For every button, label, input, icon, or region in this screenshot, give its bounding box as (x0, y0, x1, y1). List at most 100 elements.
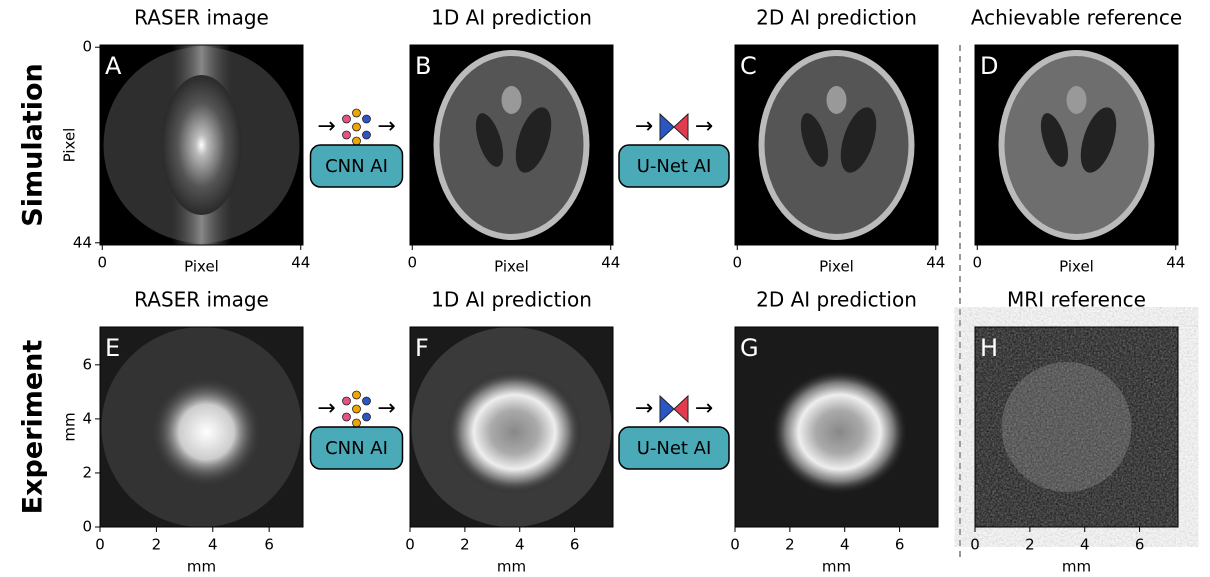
x-tick-label: 44 (601, 254, 620, 272)
x-axis-label: Pixel (184, 258, 219, 276)
model-label: CNN AI (325, 438, 388, 459)
x-tick-label: 0 (970, 536, 980, 554)
panel-letter: A (105, 52, 122, 80)
x-tick-label: 6 (1135, 536, 1145, 554)
arrow: → (377, 396, 395, 421)
panel: Achievable reference D 0 44 Pixel (971, 6, 1185, 276)
arrow: → (635, 396, 653, 421)
panel-title: Achievable reference (971, 6, 1182, 30)
model-arrow: →→U-Net AI (619, 114, 729, 187)
panel-title: 1D AI prediction (431, 288, 592, 312)
panel-letter: G (740, 334, 759, 362)
y-tick-label: 0 (82, 38, 92, 56)
x-axis-label: Pixel (494, 258, 529, 276)
image (765, 56, 909, 234)
arrow: → (377, 114, 395, 139)
x-tick-label: 2 (1025, 536, 1035, 554)
panel-letter: D (980, 52, 998, 80)
panel: MRI reference H 0 2 4 6 mm (970, 288, 1178, 576)
icon (353, 109, 361, 117)
figure: SimulationRASER imageA044Pixel044Pixel1D… (0, 0, 1210, 577)
x-axis-label: Pixel (819, 258, 854, 276)
icon (363, 131, 371, 139)
x-tick-label: 0 (405, 536, 415, 554)
icon (674, 396, 688, 422)
icon (363, 397, 371, 405)
x-axis-label: mm (822, 558, 851, 576)
model-arrow: → → CNN AI (311, 109, 403, 187)
panel-letter: C (740, 52, 757, 80)
y-axis-label: mm (61, 412, 79, 441)
x-tick-label: 0 (97, 254, 107, 272)
x-tick-label: 4 (840, 536, 850, 554)
icon (353, 405, 361, 413)
image (440, 56, 584, 234)
image (152, 377, 262, 487)
arrow: → (695, 396, 713, 421)
model-arrow: → → U-Net AI (619, 396, 729, 469)
y-tick-label: 0 (82, 518, 92, 536)
arrow: → (317, 396, 335, 421)
x-axis-label: mm (497, 558, 526, 576)
icon (660, 396, 674, 422)
x-tick-label: 2 (785, 536, 795, 554)
y-tick-label: 6 (82, 355, 92, 373)
icon (353, 123, 361, 131)
image (1067, 86, 1087, 114)
icon (353, 419, 361, 427)
x-tick-label: 0 (972, 254, 982, 272)
x-tick-label: 4 (1080, 536, 1090, 554)
panel-title: 2D AI prediction (756, 6, 917, 30)
icon (343, 131, 351, 139)
x-tick-label: 44 (1166, 254, 1185, 272)
panel-title: MRI reference (1007, 288, 1146, 312)
image (447, 370, 583, 494)
icon (363, 115, 371, 123)
image (827, 86, 847, 114)
y-tick-label: 2 (82, 463, 92, 481)
icon (353, 137, 361, 145)
image (772, 370, 908, 494)
model-label: U-Net AI (637, 156, 712, 177)
x-axis-label: Pixel (1059, 258, 1094, 276)
image (162, 75, 242, 215)
model-label: U-Net AI (637, 438, 712, 459)
icon (363, 413, 371, 421)
y-tick-label: 44 (73, 233, 92, 251)
arrow: → (635, 114, 653, 139)
icon (660, 114, 674, 140)
panel-letter: B (415, 52, 431, 80)
x-tick-label: 44 (926, 254, 945, 272)
panel-title: 1D AI prediction (431, 6, 592, 30)
icon (343, 397, 351, 405)
x-axis-label: mm (187, 558, 216, 576)
model-label: CNN AI (325, 156, 388, 177)
x-tick-label: 0 (730, 536, 740, 554)
x-axis-label: mm (1062, 558, 1091, 576)
panel-letter: E (105, 334, 120, 362)
model-arrow: → → CNN AI (311, 391, 403, 469)
x-tick-label: 2 (460, 536, 470, 554)
y-tick-label: 4 (82, 409, 92, 427)
image (1002, 362, 1132, 492)
icon (674, 114, 688, 140)
row-label: Experiment (18, 340, 49, 515)
panel-letter: F (415, 334, 429, 362)
y-axis-label: Pixel (61, 128, 79, 163)
panel-title: RASER image (134, 6, 269, 30)
x-tick-label: 6 (570, 536, 580, 554)
icon (343, 115, 351, 123)
x-tick-label: 0 (407, 254, 417, 272)
panel-letter: H (980, 334, 998, 362)
icon (343, 413, 351, 421)
arrow: → (317, 114, 335, 139)
row-label: Simulation (18, 63, 49, 226)
x-tick-label: 2 (152, 536, 162, 554)
icon (353, 391, 361, 399)
